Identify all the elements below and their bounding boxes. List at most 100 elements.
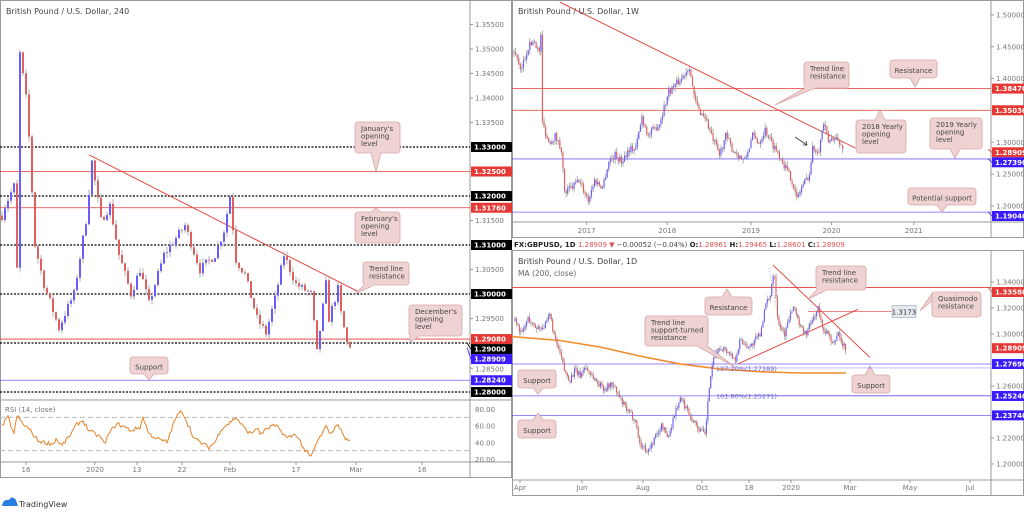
candle-body — [286, 256, 288, 261]
candle-body — [115, 224, 117, 240]
candle-body — [241, 267, 243, 273]
candle — [837, 331, 839, 337]
candle-body — [680, 78, 683, 82]
price-label-tag — [471, 202, 512, 213]
candle — [681, 396, 683, 402]
candle-body — [7, 200, 9, 209]
price-label: 1.32500 — [474, 168, 506, 176]
candle-body — [585, 367, 587, 369]
candle-body — [789, 312, 792, 320]
candle-body — [560, 352, 562, 358]
candle — [13, 182, 15, 195]
candle-body — [624, 155, 626, 162]
candle-body — [292, 272, 294, 281]
candle-body — [544, 321, 546, 329]
candle — [687, 69, 689, 75]
candle — [652, 123, 654, 131]
candle — [563, 167, 566, 193]
candle-body — [530, 41, 532, 46]
candle-body — [834, 340, 836, 342]
candle — [816, 149, 818, 157]
candle-body — [559, 348, 561, 353]
candle — [835, 133, 837, 140]
candle — [217, 240, 219, 260]
candle-body — [835, 137, 837, 140]
candle — [832, 340, 834, 344]
candle-body — [740, 339, 742, 341]
price-label: 1.38470 — [995, 85, 1024, 93]
candle-body — [181, 229, 183, 231]
candle — [609, 155, 611, 166]
price-label-tag — [992, 391, 1024, 401]
candle — [813, 145, 815, 153]
candle — [190, 230, 192, 251]
candle-body — [717, 348, 719, 355]
callout-box — [408, 304, 463, 337]
candle — [642, 114, 645, 128]
candle-body — [630, 146, 632, 153]
fib-anchor-line — [768, 267, 778, 313]
candle — [552, 140, 555, 146]
candle — [750, 137, 752, 149]
y-tick-label: 1.25000 — [996, 171, 1024, 179]
callout-box — [362, 261, 410, 286]
candle-body — [313, 291, 315, 321]
candle — [789, 170, 792, 182]
candle — [779, 320, 781, 331]
candle — [124, 262, 126, 276]
callout-text: opening — [862, 131, 890, 139]
candle — [707, 397, 709, 425]
candle — [739, 337, 741, 353]
candle — [834, 135, 836, 144]
candle-body — [235, 230, 237, 263]
candle-body — [334, 302, 336, 306]
candle — [815, 148, 817, 155]
candle — [103, 215, 105, 221]
candle — [747, 150, 749, 159]
candle-body — [770, 136, 773, 140]
candle — [620, 394, 622, 401]
candle — [31, 134, 33, 197]
candle — [800, 184, 803, 196]
candle-body — [199, 263, 201, 274]
candle — [688, 67, 690, 76]
candle — [737, 348, 739, 356]
x-tick-label: 2020 — [782, 484, 800, 492]
candle — [524, 56, 526, 62]
candle — [748, 148, 751, 153]
candle — [613, 381, 615, 390]
candle-body — [660, 423, 662, 431]
candle-body — [202, 262, 204, 274]
candle — [286, 251, 288, 265]
candle — [814, 313, 816, 321]
candle — [627, 408, 629, 414]
candle-body — [808, 174, 811, 181]
candle — [733, 357, 735, 359]
candle-body — [819, 139, 822, 153]
candle-body — [571, 186, 574, 189]
candle-body — [82, 235, 84, 259]
candle-body — [615, 386, 618, 393]
candle — [662, 422, 664, 433]
candle-body — [586, 367, 589, 371]
candle — [527, 49, 529, 56]
candle-body — [322, 303, 324, 331]
candle — [563, 358, 565, 372]
candle-body — [823, 327, 825, 332]
candle-body — [690, 69, 692, 77]
candle-body — [706, 118, 708, 121]
candle — [133, 285, 135, 301]
rsi-tick-label: 20.00 — [475, 456, 495, 464]
candle — [808, 322, 810, 330]
candle — [650, 441, 652, 452]
candle — [611, 154, 613, 163]
candle-body — [103, 216, 105, 220]
candle-body — [703, 113, 705, 117]
candle-body — [776, 297, 778, 318]
candle — [579, 367, 581, 380]
candle — [705, 417, 707, 438]
candle-body — [718, 348, 720, 350]
candle-body — [524, 59, 526, 61]
price-label: 1.35030 — [995, 107, 1024, 115]
candle-body — [130, 283, 132, 297]
